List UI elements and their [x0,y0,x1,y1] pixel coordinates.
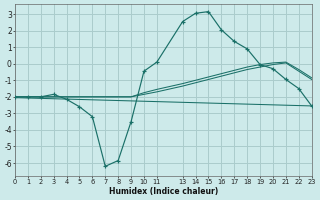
X-axis label: Humidex (Indice chaleur): Humidex (Indice chaleur) [109,187,218,196]
